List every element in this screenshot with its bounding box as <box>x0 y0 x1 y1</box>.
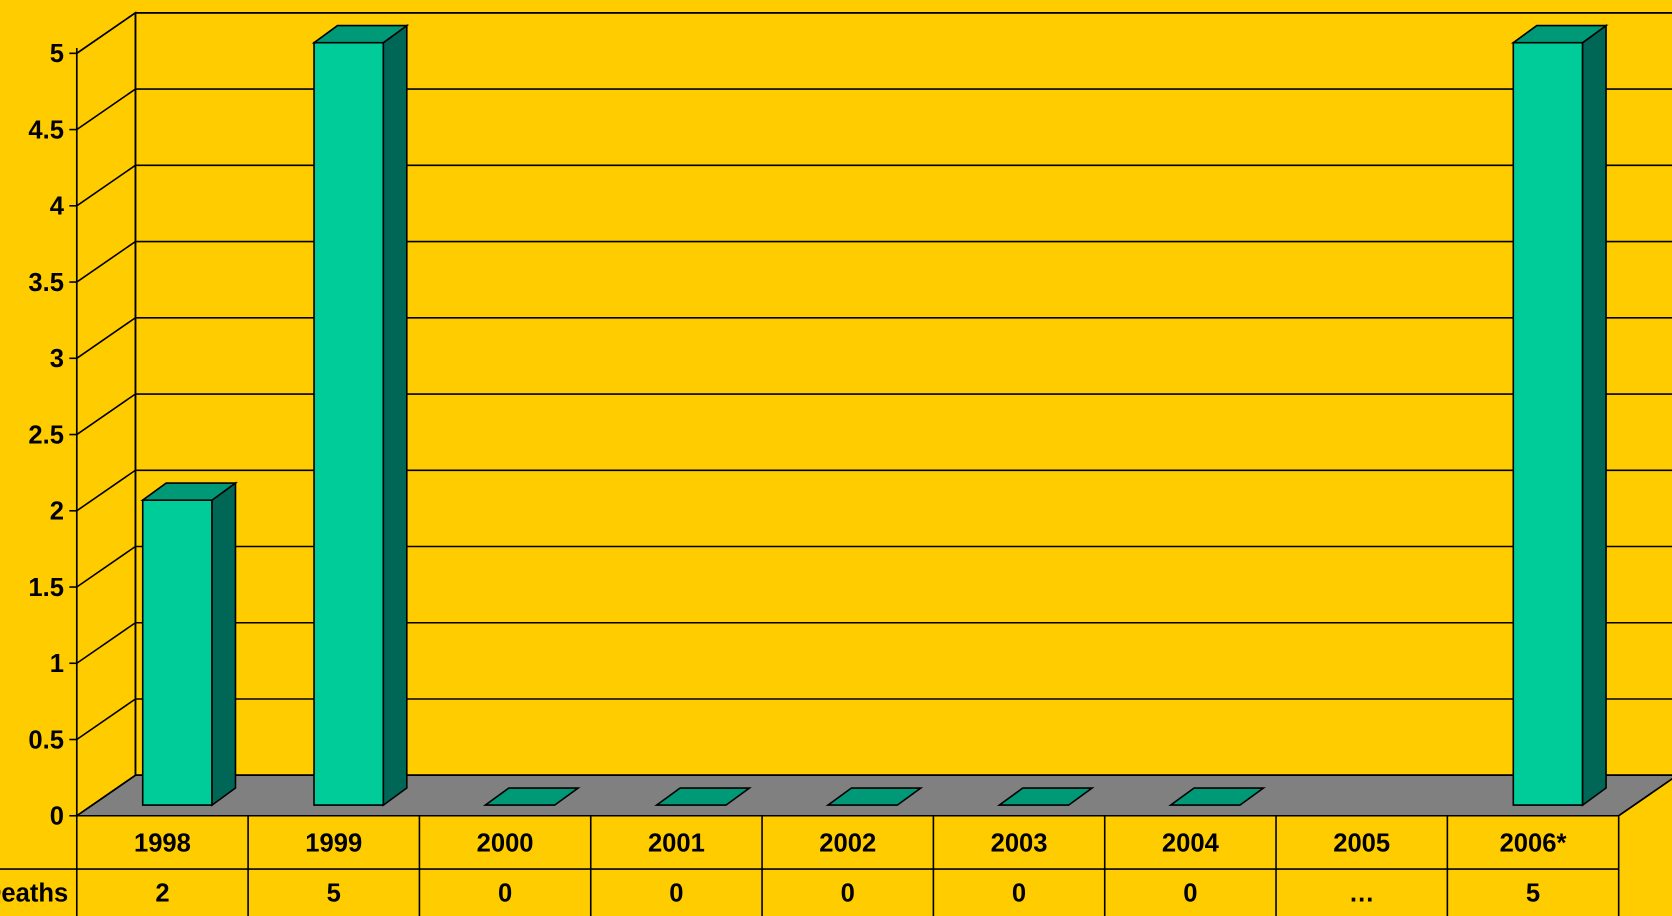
y-tick-label: 4 <box>50 193 65 221</box>
y-tick-label: 5 <box>50 40 64 68</box>
data-table-value: 0 <box>1183 879 1197 907</box>
x-tick-label: 2006* <box>1500 829 1567 857</box>
x-tick-label: 2002 <box>819 829 876 857</box>
x-tick-label: 1998 <box>134 829 191 857</box>
data-table-value: 0 <box>841 879 855 907</box>
bar-front <box>1512 41 1584 806</box>
bar-top <box>1510 24 1609 44</box>
x-tick-label: 2005 <box>1333 829 1390 857</box>
data-table-value: 5 <box>1526 879 1540 907</box>
data-table-value: 2 <box>155 879 169 907</box>
bar <box>996 787 1095 806</box>
bar <box>1510 24 1609 807</box>
bar-side <box>211 481 237 807</box>
bar-front <box>313 41 385 806</box>
x-tick-label: 2003 <box>991 829 1048 857</box>
y-tick-label: 1.5 <box>28 574 64 602</box>
y-tick-label: 3.5 <box>28 269 64 297</box>
bar-side <box>382 24 408 807</box>
bar <box>654 787 752 806</box>
y-tick-label: 3 <box>50 345 64 373</box>
y-tick-label: 1 <box>50 650 64 678</box>
data-table-value: 5 <box>327 879 341 907</box>
bar <box>1168 787 1266 806</box>
x-tick-label: 1999 <box>305 829 362 857</box>
data-table-value: 0 <box>498 879 512 907</box>
bar-top <box>311 24 410 44</box>
bar-top <box>140 482 238 501</box>
bar <box>482 787 581 806</box>
bar <box>140 481 238 807</box>
bar <box>825 787 924 806</box>
bar-side <box>1581 24 1607 807</box>
y-tick-label: 2 <box>50 498 64 526</box>
y-tick-label: 0.5 <box>28 726 64 754</box>
table-line <box>1618 777 1672 817</box>
legend-label: Deaths <box>0 879 68 907</box>
x-tick-label: 2001 <box>648 829 705 857</box>
x-tick-label: 2000 <box>477 829 534 857</box>
data-table-value: 0 <box>1012 879 1026 907</box>
data-table-value: 0 <box>669 879 683 907</box>
y-tick-label: 4.5 <box>28 116 64 144</box>
y-tick-label: 0 <box>50 803 64 831</box>
bar <box>311 24 410 807</box>
x-tick-label: 2004 <box>1162 829 1220 857</box>
data-table-value: … <box>1349 879 1375 907</box>
bar-front <box>141 499 213 806</box>
y-tick-label: 2.5 <box>28 421 64 449</box>
